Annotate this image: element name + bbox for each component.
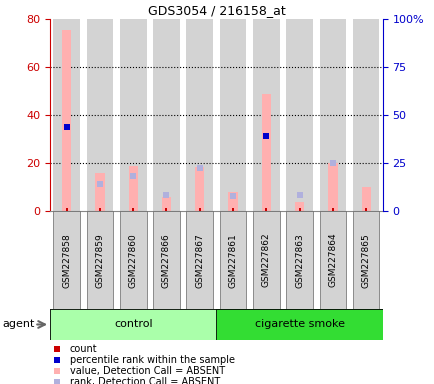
Bar	[253, 19, 279, 211]
Bar	[286, 19, 312, 211]
Bar	[186, 19, 213, 211]
Bar	[153, 211, 179, 309]
Bar	[352, 19, 378, 211]
Text: GSM227862: GSM227862	[261, 233, 270, 288]
Text: GSM227860: GSM227860	[128, 233, 138, 288]
Title: GDS3054 / 216158_at: GDS3054 / 216158_at	[147, 3, 285, 17]
Text: rank, Detection Call = ABSENT: rank, Detection Call = ABSENT	[70, 377, 220, 384]
Text: GSM227865: GSM227865	[361, 233, 370, 288]
Bar	[62, 30, 71, 211]
Bar	[231, 208, 233, 211]
Text: agent: agent	[2, 319, 34, 329]
Text: GSM227859: GSM227859	[95, 233, 104, 288]
Bar	[319, 19, 345, 211]
Bar	[298, 208, 300, 211]
Text: value, Detection Call = ABSENT: value, Detection Call = ABSENT	[70, 366, 225, 376]
Bar	[228, 192, 237, 211]
Text: GSM227866: GSM227866	[161, 233, 171, 288]
Bar	[261, 94, 270, 211]
Bar	[128, 166, 138, 211]
Text: GSM227864: GSM227864	[328, 233, 337, 288]
Bar	[219, 211, 246, 309]
Text: GSM227861: GSM227861	[228, 233, 237, 288]
Bar	[53, 211, 80, 309]
Bar	[86, 211, 113, 309]
Bar	[195, 167, 204, 211]
Bar	[198, 208, 201, 211]
Text: GSM227858: GSM227858	[62, 233, 71, 288]
Bar	[99, 208, 101, 211]
Bar	[219, 19, 246, 211]
Bar	[328, 163, 337, 211]
Bar	[120, 19, 146, 211]
Bar	[216, 309, 382, 340]
Text: control: control	[114, 319, 152, 329]
Bar	[165, 208, 167, 211]
Text: cigarette smoke: cigarette smoke	[254, 319, 344, 329]
Bar	[153, 19, 179, 211]
Bar	[86, 19, 113, 211]
Text: GSM227863: GSM227863	[294, 233, 303, 288]
Bar	[352, 211, 378, 309]
Bar	[319, 211, 345, 309]
Bar	[132, 208, 134, 211]
Bar	[331, 208, 333, 211]
Bar	[364, 208, 366, 211]
Bar	[286, 211, 312, 309]
Text: GSM227867: GSM227867	[195, 233, 204, 288]
Bar	[95, 173, 104, 211]
Bar	[120, 211, 146, 309]
Text: percentile rank within the sample: percentile rank within the sample	[70, 355, 234, 365]
Bar	[66, 208, 68, 211]
Text: count: count	[70, 344, 97, 354]
Bar	[161, 197, 171, 211]
Bar	[50, 309, 216, 340]
Bar	[186, 211, 213, 309]
Bar	[265, 208, 267, 211]
Bar	[53, 19, 80, 211]
Bar	[361, 187, 370, 211]
Bar	[253, 211, 279, 309]
Bar	[294, 202, 303, 211]
